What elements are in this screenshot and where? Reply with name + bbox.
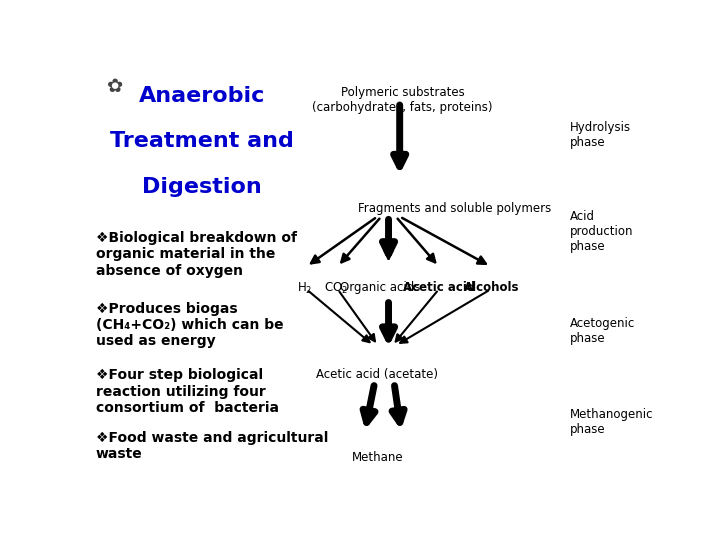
Text: ❖Produces biogas
(CH₄+CO₂) which can be
used as energy: ❖Produces biogas (CH₄+CO₂) which can be … [96,302,283,348]
Text: ❖Food waste and agricultural
waste: ❖Food waste and agricultural waste [96,431,328,461]
Text: Acetic acid: Acetic acid [402,281,475,294]
Text: Methane: Methane [351,451,403,464]
Text: Methanogenic
phase: Methanogenic phase [570,408,653,436]
Text: Treatment and: Treatment and [109,131,294,151]
Text: CO$_2$: CO$_2$ [323,281,348,296]
Text: Alcohols: Alcohols [464,281,520,294]
Text: ❖Biological breakdown of
organic material in the
absence of oxygen: ❖Biological breakdown of organic materia… [96,231,297,278]
Text: Hydrolysis
phase: Hydrolysis phase [570,122,631,150]
Text: Fragments and soluble polymers: Fragments and soluble polymers [358,202,551,215]
Text: Acid
production
phase: Acid production phase [570,210,634,253]
Text: Digestion: Digestion [142,177,261,197]
Text: Acetic acid (acetate): Acetic acid (acetate) [316,368,438,381]
Text: ❖Four step biological
reaction utilizing four
consortium of  bacteria: ❖Four step biological reaction utilizing… [96,368,279,415]
Text: ✿: ✿ [107,77,123,96]
Text: Anaerobic: Anaerobic [138,85,265,106]
Text: H$_2$: H$_2$ [297,281,312,296]
Text: Organic acids: Organic acids [340,281,420,294]
Text: Acetogenic
phase: Acetogenic phase [570,317,635,345]
Text: Polymeric substrates
(carbohydrates, fats, proteins): Polymeric substrates (carbohydrates, fat… [312,85,492,113]
